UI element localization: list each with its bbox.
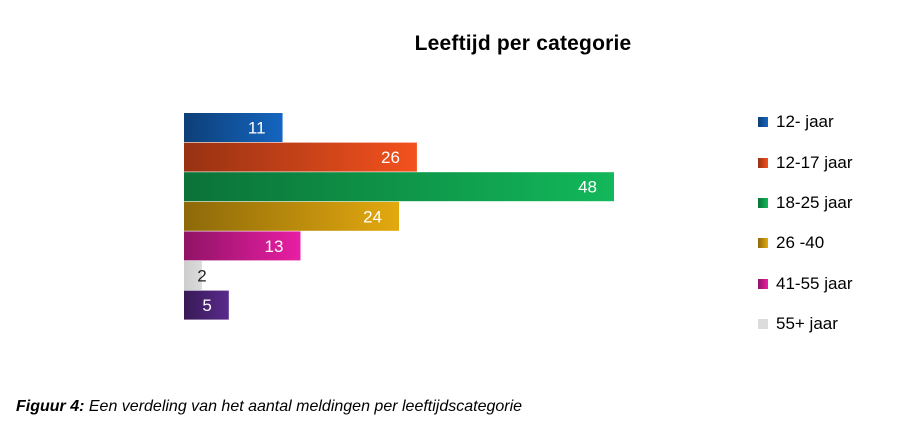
bar-value-label: 24: [363, 207, 382, 226]
bar-value-label: 13: [265, 237, 284, 256]
legend-swatch: [758, 157, 768, 168]
caption-prefix: Figuur 4:: [16, 398, 85, 415]
bar-value-label: 2: [197, 267, 206, 286]
legend: 12- jaar 12-17 jaar 18-25 jaar 26 -40 41-55 …: [758, 102, 898, 344]
legend-label: 26 -40: [776, 233, 825, 253]
bar-value-label: 11: [248, 119, 266, 138]
legend-swatch: [758, 238, 768, 249]
legend-label: 55+ jaar: [776, 314, 838, 334]
legend-label: 12- jaar: [776, 112, 834, 132]
caption-text: Een verdeling van het aantal meldingen p…: [84, 398, 523, 415]
legend-item: 12-17 jaar: [758, 142, 898, 182]
bar: [184, 172, 614, 202]
bar: [184, 142, 417, 172]
legend-swatch: [758, 278, 768, 289]
chart-title: Leeftijd per categorie: [414, 32, 632, 55]
bar-value-label: 5: [202, 296, 211, 315]
bar: [184, 201, 399, 231]
legend-item: 18-25 jaar: [758, 183, 898, 223]
bar-value-label: 26: [381, 148, 400, 167]
legend-swatch: [758, 197, 768, 208]
bars-layer: 11 26 48 24 13 2 5: [184, 113, 614, 320]
legend-label: 12-17 jaar: [776, 152, 853, 172]
legend-item: 26 -40: [758, 223, 898, 263]
bar: [184, 113, 283, 142]
legend-label: 18-25 jaar: [776, 192, 853, 212]
legend-item: 12- jaar: [758, 102, 898, 142]
legend-swatch: [758, 319, 768, 330]
legend-swatch: [758, 117, 768, 128]
bar: [184, 290, 229, 320]
figure-caption: Figuur 4: Een verdeling van het aantal m…: [16, 398, 522, 416]
legend-label: 41-55 jaar: [776, 273, 853, 293]
legend-item: 55+ jaar: [758, 304, 898, 344]
bar-value-label: 48: [578, 178, 597, 197]
bar: [184, 231, 301, 261]
legend-item: 41-55 jaar: [758, 264, 898, 304]
bar: [184, 261, 202, 290]
